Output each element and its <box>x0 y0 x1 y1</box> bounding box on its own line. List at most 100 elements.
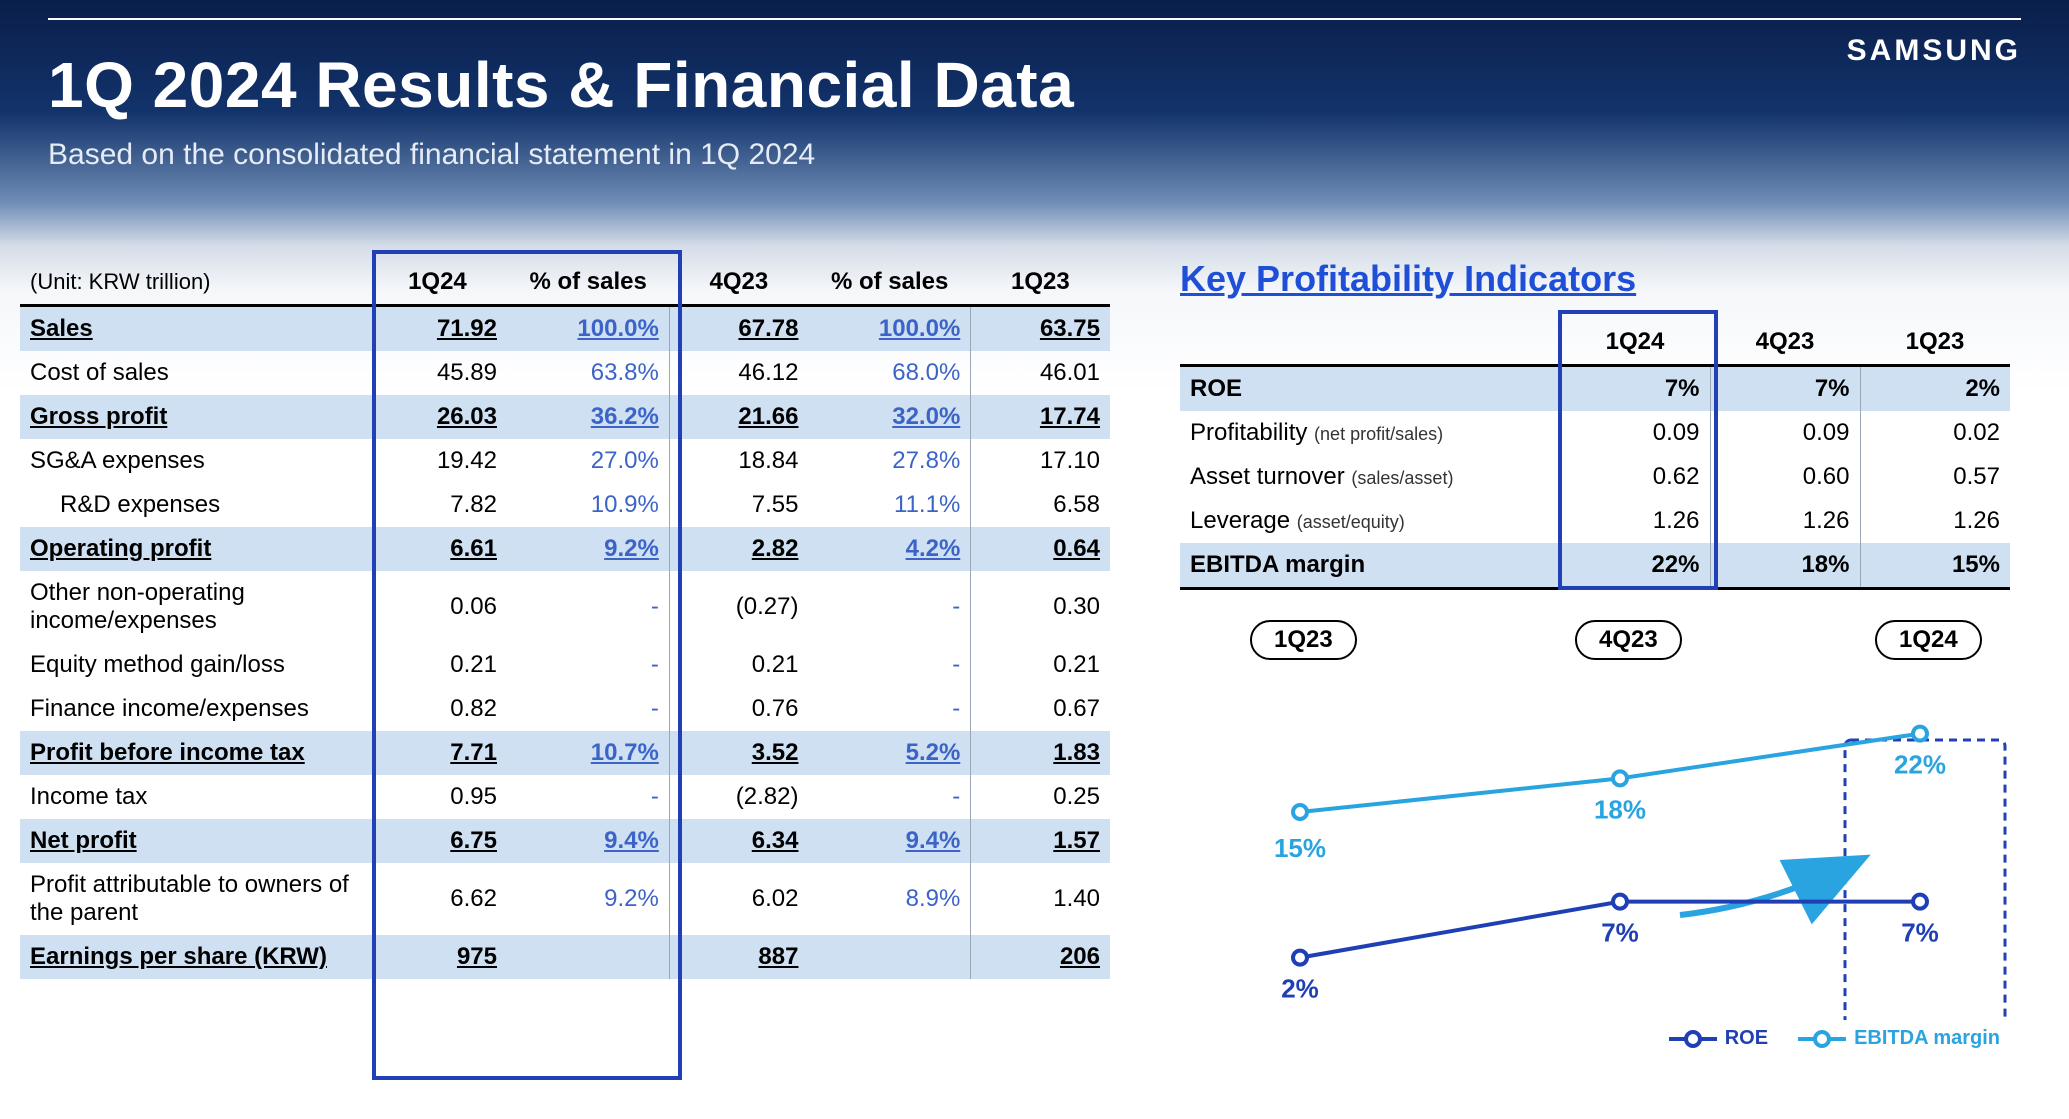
page-subtitle: Based on the consolidated financial stat… <box>48 138 815 172</box>
chart-legend: ROEEBITDA margin <box>1669 1027 2000 1050</box>
fin-cell: 3.52 <box>669 731 808 775</box>
fin-cell: 6.62 <box>368 863 507 935</box>
chart-highlight-box <box>1845 740 2005 1020</box>
fin-cell: 6.02 <box>669 863 808 935</box>
fin-cell: 21.66 <box>669 395 808 439</box>
chart-period-pill: 1Q24 <box>1875 620 1982 660</box>
fin-cell: 19.42 <box>368 439 507 483</box>
fin-cell: - <box>808 643 970 687</box>
fin-row-label: Earnings per share (KRW) <box>20 935 368 979</box>
kpi-cell: 22% <box>1560 543 1710 589</box>
fin-row: Equity method gain/loss0.21-0.21-0.21 <box>20 643 1110 687</box>
fin-cell: - <box>507 775 669 819</box>
fin-row-label: Gross profit <box>20 395 368 439</box>
kpi-row: EBITDA margin22%18%15% <box>1180 543 2010 589</box>
financial-table-container: (Unit: KRW trillion) 1Q24 % of sales 4Q2… <box>20 260 1110 979</box>
fin-cell: 5.2% <box>808 731 970 775</box>
fin-cell: 7.71 <box>368 731 507 775</box>
fin-row-label: Profit before income tax <box>20 731 368 775</box>
fin-row-label: Cost of sales <box>20 351 368 395</box>
fin-cell: 6.75 <box>368 819 507 863</box>
fin-cell: 0.76 <box>669 687 808 731</box>
fin-row-label: SG&A expenses <box>20 439 368 483</box>
fin-row-label: Finance income/expenses <box>20 687 368 731</box>
fin-cell <box>507 935 669 979</box>
fin-row: Finance income/expenses0.82-0.76-0.67 <box>20 687 1110 731</box>
fin-cell: 0.21 <box>669 643 808 687</box>
fin-row-label: Net profit <box>20 819 368 863</box>
legend-item: ROE <box>1669 1027 1768 1050</box>
kpi-cell: 1.26 <box>1860 499 2010 543</box>
fin-cell: 9.2% <box>507 863 669 935</box>
kpi-cell: 15% <box>1860 543 2010 589</box>
fin-head-pct2: % of sales <box>808 260 970 306</box>
fin-cell: 36.2% <box>507 395 669 439</box>
fin-cell: 7.82 <box>368 483 507 527</box>
chart-marker <box>1293 805 1307 819</box>
fin-cell: 63.8% <box>507 351 669 395</box>
fin-cell: 0.21 <box>368 643 507 687</box>
kpi-cell: 1.26 <box>1710 499 1860 543</box>
kpi-cell: 2% <box>1860 366 2010 412</box>
fin-cell: 1.40 <box>971 863 1110 935</box>
fin-cell: 887 <box>669 935 808 979</box>
fin-cell: 0.67 <box>971 687 1110 731</box>
fin-row-label: R&D expenses <box>20 483 368 527</box>
fin-cell: 17.10 <box>971 439 1110 483</box>
kpi-row-label: Profitability (net profit/sales) <box>1180 411 1560 455</box>
fin-cell: 0.06 <box>368 571 507 643</box>
kpi-row-label: EBITDA margin <box>1180 543 1560 589</box>
chart-arrow <box>1680 860 1860 915</box>
fin-cell: 63.75 <box>971 306 1110 352</box>
chart-data-label: 2% <box>1281 974 1319 1004</box>
kpi-cell: 0.60 <box>1710 455 1860 499</box>
fin-cell: 68.0% <box>808 351 970 395</box>
chart-marker <box>1613 895 1627 909</box>
chart-data-label: 7% <box>1901 918 1939 948</box>
kpi-cell: 0.57 <box>1860 455 2010 499</box>
kpi-head-1q24: 1Q24 <box>1560 320 1710 366</box>
fin-row: Earnings per share (KRW)975887206 <box>20 935 1110 979</box>
kpi-cell: 0.02 <box>1860 411 2010 455</box>
fin-cell: 0.82 <box>368 687 507 731</box>
fin-cell: 27.8% <box>808 439 970 483</box>
fin-row-label: Other non-operating income/expenses <box>20 571 368 643</box>
fin-cell: 45.89 <box>368 351 507 395</box>
fin-row: Profit attributable to owners of the par… <box>20 863 1110 935</box>
kpi-cell: 18% <box>1710 543 1860 589</box>
kpi-head-4q23: 4Q23 <box>1710 320 1860 366</box>
fin-cell: - <box>507 571 669 643</box>
financial-table: (Unit: KRW trillion) 1Q24 % of sales 4Q2… <box>20 260 1110 979</box>
kpi-table-container: 1Q24 4Q23 1Q23 ROE7%7%2%Profitability (n… <box>1180 320 2010 590</box>
fin-row-label: Income tax <box>20 775 368 819</box>
fin-cell: 0.95 <box>368 775 507 819</box>
kpi-head-1q23: 1Q23 <box>1860 320 2010 366</box>
kpi-cell: 0.09 <box>1560 411 1710 455</box>
fin-row: Gross profit26.0336.2%21.6632.0%17.74 <box>20 395 1110 439</box>
fin-cell: 11.1% <box>808 483 970 527</box>
fin-row: R&D expenses7.8210.9%7.5511.1%6.58 <box>20 483 1110 527</box>
fin-row-label: Operating profit <box>20 527 368 571</box>
fin-cell: (2.82) <box>669 775 808 819</box>
chart-period-pill: 1Q23 <box>1250 620 1357 660</box>
kpi-row: Asset turnover (sales/asset)0.620.600.57 <box>1180 455 2010 499</box>
fin-cell: 100.0% <box>808 306 970 352</box>
kpi-cell: 7% <box>1710 366 1860 412</box>
kpi-row: Leverage (asset/equity)1.261.261.26 <box>1180 499 2010 543</box>
fin-cell: 6.34 <box>669 819 808 863</box>
kpi-row-label: Asset turnover (sales/asset) <box>1180 455 1560 499</box>
fin-head-4q23: 4Q23 <box>669 260 808 306</box>
chart-marker <box>1913 895 1927 909</box>
profitability-chart: 1Q234Q231Q24 2%7%7%15%18%22% ROEEBITDA m… <box>1180 620 2010 1050</box>
fin-cell: (0.27) <box>669 571 808 643</box>
fin-cell: 9.4% <box>507 819 669 863</box>
fin-row: Profit before income tax7.7110.7%3.525.2… <box>20 731 1110 775</box>
brand-logo: SAMSUNG <box>1847 34 2021 68</box>
fin-cell: 32.0% <box>808 395 970 439</box>
fin-cell: 0.25 <box>971 775 1110 819</box>
kpi-row-label: ROE <box>1180 366 1560 412</box>
chart-marker <box>1613 771 1627 785</box>
fin-cell: 0.30 <box>971 571 1110 643</box>
page-title: 1Q 2024 Results & Financial Data <box>48 48 1074 122</box>
chart-marker <box>1293 951 1307 965</box>
